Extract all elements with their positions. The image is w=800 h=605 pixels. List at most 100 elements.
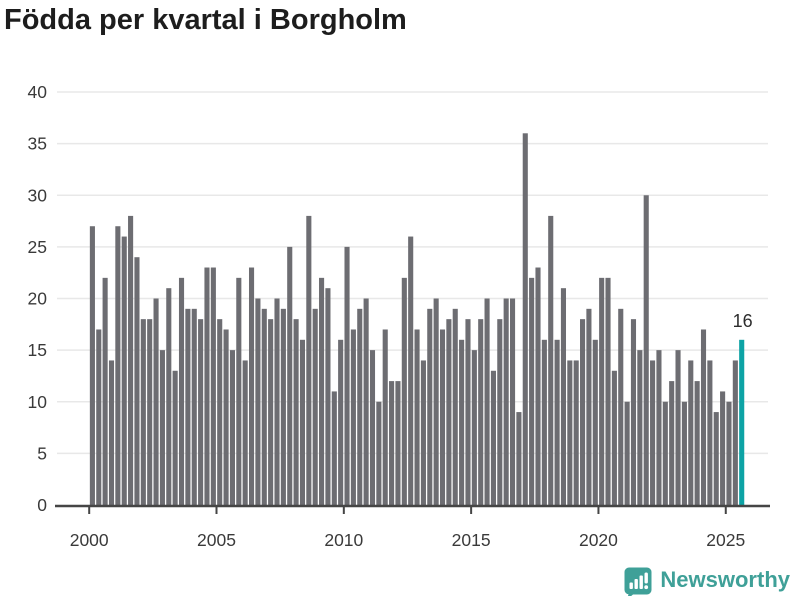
bar-2008-Q2	[299, 339, 306, 505]
bar-2018-Q4	[567, 360, 573, 505]
bar-2006-Q1	[242, 360, 248, 505]
brand-name: Newsworthy	[660, 567, 790, 592]
bar-2018-Q3	[560, 288, 567, 505]
bar-2025-Q1	[726, 401, 732, 505]
bar-2015-Q4	[490, 370, 496, 505]
bar-2001-Q1	[115, 226, 121, 506]
bar-2015-Q1	[471, 350, 477, 506]
bar-2022-Q1	[650, 360, 656, 505]
bar-2012-Q1	[395, 381, 401, 505]
bar-2019-Q4	[592, 339, 598, 505]
bar-2023-Q3	[688, 360, 694, 505]
bar-2020-Q3	[611, 370, 617, 505]
x-tick-label-2020: 2020	[579, 530, 618, 550]
bar-2019-Q3	[586, 308, 592, 505]
bar-2005-Q2	[223, 329, 229, 505]
bar-2008-Q4	[312, 308, 318, 505]
y-tick-label-20: 20	[28, 289, 48, 309]
bar-2002-Q4	[159, 350, 165, 506]
bar-2014-Q1	[446, 319, 452, 505]
bar-2003-Q1	[166, 288, 172, 505]
bar-2000-Q4	[108, 360, 115, 505]
bar-2009-Q2	[325, 288, 331, 505]
brand-footer: Newsworthy	[623, 565, 790, 600]
bar-2000-Q3	[102, 277, 108, 505]
bar-2005-Q1	[217, 319, 223, 505]
bar-2012-Q4	[414, 329, 420, 505]
x-tick-label-2025: 2025	[706, 530, 745, 550]
bar-2007-Q4	[287, 246, 293, 506]
bar-2023-Q4	[694, 381, 700, 505]
bar-2021-Q2	[630, 319, 637, 505]
bar-2024-Q3	[713, 412, 719, 505]
bar-2003-Q3	[178, 277, 185, 505]
bar-2009-Q3	[331, 391, 337, 505]
x-tick-label-2015: 2015	[452, 530, 491, 550]
bar-2013-Q4	[439, 329, 446, 505]
y-tick-label-30: 30	[28, 185, 48, 205]
x-tick-label-2005: 2005	[197, 530, 236, 550]
bar-2001-Q4	[134, 257, 140, 505]
bar-2010-Q2	[350, 329, 356, 505]
y-tick-label-35: 35	[28, 134, 47, 154]
chart-title: Födda per kvartal i Borgholm	[4, 4, 407, 36]
bar-2020-Q4	[618, 308, 624, 505]
bar-2006-Q2	[248, 267, 255, 505]
bar-2009-Q1	[319, 277, 325, 505]
bar-2002-Q2	[147, 319, 153, 505]
logo-exclamation-bar	[644, 572, 649, 584]
bar-2019-Q1	[573, 360, 579, 505]
highlight-value-label: 16	[733, 311, 753, 331]
logo-bar-3	[639, 575, 644, 589]
bar-2010-Q3	[357, 308, 363, 505]
bar-2013-Q1	[420, 360, 426, 505]
bar-2025-Q3	[739, 339, 745, 505]
bar-2017-Q1	[522, 133, 528, 506]
bar-2023-Q1	[675, 350, 681, 506]
bar-2011-Q4	[389, 381, 395, 505]
bar-2022-Q4	[669, 381, 675, 505]
bar-2023-Q2	[681, 401, 687, 505]
bar-2010-Q4	[363, 298, 369, 505]
bar-2011-Q3	[382, 329, 388, 505]
x-tick-label-2000: 2000	[70, 530, 109, 550]
y-tick-label-15: 15	[28, 340, 47, 360]
bar-2024-Q4	[720, 391, 726, 505]
bar-2014-Q4	[465, 319, 471, 505]
bar-2024-Q1	[700, 329, 707, 505]
bar-2008-Q3	[306, 215, 312, 505]
bar-2021-Q1	[624, 401, 630, 505]
logo-bar-2	[634, 579, 639, 589]
bar-2011-Q2	[376, 401, 382, 505]
bar-2004-Q1	[191, 308, 197, 505]
bar-2013-Q2	[427, 308, 433, 505]
bar-2015-Q3	[484, 298, 490, 505]
bar-2000-Q1	[89, 226, 95, 506]
bar-2012-Q3	[408, 236, 414, 506]
bar-2001-Q2	[121, 236, 127, 506]
bar-2006-Q3	[255, 298, 261, 505]
bar-2007-Q3	[280, 308, 286, 505]
bar-2020-Q2	[605, 277, 611, 505]
y-tick-label-40: 40	[28, 82, 48, 102]
bar-2025-Q2	[732, 360, 738, 505]
bar-2018-Q2	[554, 339, 560, 505]
bar-2016-Q2	[503, 298, 509, 505]
bar-2017-Q4	[541, 339, 547, 505]
bar-2013-Q3	[433, 298, 439, 505]
newsworthy-logo-icon	[623, 566, 653, 600]
newsworthy-logo-svg	[624, 567, 652, 600]
bar-2003-Q2	[172, 370, 178, 505]
bar-2021-Q4	[643, 195, 649, 505]
bar-2022-Q2	[656, 350, 662, 506]
y-tick-label-0: 0	[37, 495, 47, 515]
bar-2022-Q3	[662, 401, 668, 505]
bar-2002-Q1	[140, 319, 146, 505]
bar-2014-Q3	[459, 339, 465, 505]
bar-2002-Q3	[153, 298, 159, 505]
bar-2009-Q4	[338, 339, 344, 505]
bar-2011-Q1	[369, 350, 376, 506]
